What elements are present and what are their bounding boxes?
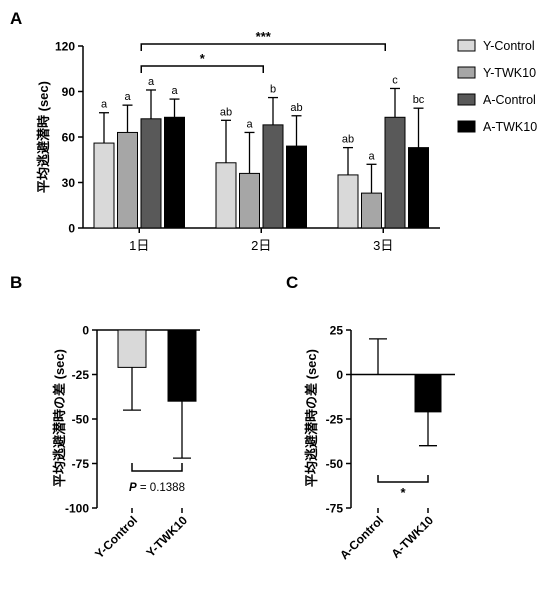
panel-a-comparisons: **** [140, 29, 386, 73]
bar-Y-Control-0 [93, 142, 115, 229]
significance-letter: bc [413, 94, 425, 106]
legend-label: Y-Control [483, 39, 535, 53]
y-tick-label: -75 [326, 502, 344, 516]
y-tick-label: 30 [62, 176, 76, 190]
x-tick-label: 3日 [373, 238, 393, 253]
comparison-bracket [377, 475, 429, 483]
bar-A-TWK10-2 [408, 147, 429, 229]
x-tick-label: 2日 [251, 238, 271, 253]
significance-letter: a [171, 85, 178, 97]
panel-b-y-axis: 0 -25 -50 -75 -100 [65, 324, 98, 516]
bar-Y-TWK10-0 [117, 131, 138, 229]
comparison-label: * [400, 485, 406, 500]
y-tick-label: 0 [82, 324, 89, 338]
y-tick-label: 0 [336, 368, 343, 382]
comparison-label: * [200, 51, 206, 66]
comparison-bracket [140, 43, 386, 51]
x-tick-label: Y-TWK10 [143, 513, 190, 560]
y-tick-label: -25 [72, 368, 90, 382]
panel-a-legend: Y-Control Y-TWK10 A-Control A-TWK10 [457, 39, 537, 134]
legend-swatch [457, 93, 476, 106]
significance-letter: a [101, 99, 108, 111]
panel-b-letter: B [10, 273, 22, 292]
bar-Y-TWK10 [167, 329, 197, 402]
y-tick-label: -25 [326, 413, 344, 427]
panel-c-letter: C [286, 273, 298, 292]
x-tick-label: A-Control [337, 513, 386, 562]
x-tick-label: A-TWK10 [389, 513, 437, 561]
panel-c-bars [369, 338, 442, 447]
panel-c-comparison: * [377, 475, 429, 500]
legend-swatch [457, 39, 476, 52]
x-tick-label: Y-Control [92, 513, 140, 561]
y-tick-label: 0 [68, 222, 75, 236]
bar-A-TWK10 [414, 374, 442, 413]
bar-Y-Control-1 [215, 162, 237, 229]
y-tick-label: 90 [62, 85, 76, 99]
panel-a-y-axis-label: 平均逃避潜時 (sec) [36, 81, 51, 193]
panel-a-x-axis: 1日 2日 3日 [83, 227, 440, 253]
x-tick-label: 1日 [129, 238, 149, 253]
bar-Y-TWK10-2 [361, 192, 382, 229]
y-tick-label: 60 [62, 131, 76, 145]
significance-letter: a [148, 76, 155, 88]
y-tick-label: -75 [72, 457, 90, 471]
p-symbol: P [129, 482, 137, 494]
significance-letter: a [124, 91, 131, 103]
significance-letter: c [392, 74, 398, 86]
bar-Y-TWK10-1 [239, 172, 260, 229]
legend-label: A-Control [483, 93, 536, 107]
y-tick-label: 120 [55, 40, 75, 54]
significance-letter: ab [290, 102, 302, 114]
bar-A-Control-1 [262, 124, 284, 229]
panel-a-letter: A [10, 9, 22, 28]
comparison-label: *** [256, 29, 272, 44]
y-tick-label: -50 [72, 413, 90, 427]
bar-A-TWK10-0 [164, 116, 185, 229]
bar-Y-Control [117, 329, 147, 368]
panel-c: C 平均逃避潜時の差 (sec) 25 0 -25 -50 -75 A-Control A… [286, 273, 455, 562]
bar-A-TWK10-1 [286, 145, 307, 229]
bar-A-Control-0 [140, 118, 162, 229]
panel-b-y-axis-label: 平均逃避潜時の差 (sec) [52, 349, 67, 487]
comparison-bracket [131, 463, 183, 472]
y-tick-label: 25 [330, 324, 344, 338]
comparison-bracket [140, 65, 264, 73]
panel-c-y-axis-label: 平均逃避潜時の差 (sec) [304, 349, 319, 487]
panel-c-y-axis: 25 0 -25 -50 -75 [326, 324, 352, 516]
panel-b-comparison: P = 0.1388 [129, 463, 185, 494]
legend-label: A-TWK10 [483, 120, 537, 134]
panel-b: B 平均逃避潜時の差 (sec) 0 -25 -50 -75 -100 Y-Contro… [10, 273, 200, 561]
bar-A-Control-2 [384, 116, 406, 229]
legend-swatch [457, 120, 476, 133]
significance-letter: a [246, 118, 253, 130]
significance-letter: a [368, 150, 375, 162]
significance-letter: ab [220, 106, 232, 118]
significance-letter: ab [342, 134, 354, 146]
panel-b-bars [117, 329, 197, 459]
panel-a-y-axis: 0 30 60 90 120 [55, 40, 84, 236]
bar-Y-Control-2 [337, 174, 359, 229]
p-value: = 0.1388 [137, 482, 185, 494]
comparison-label: P = 0.1388 [129, 482, 185, 494]
y-tick-label: -50 [326, 457, 344, 471]
significance-letter: b [270, 84, 276, 96]
legend-swatch [457, 66, 476, 79]
legend-label: Y-TWK10 [483, 66, 536, 80]
y-tick-label: -100 [65, 502, 89, 516]
